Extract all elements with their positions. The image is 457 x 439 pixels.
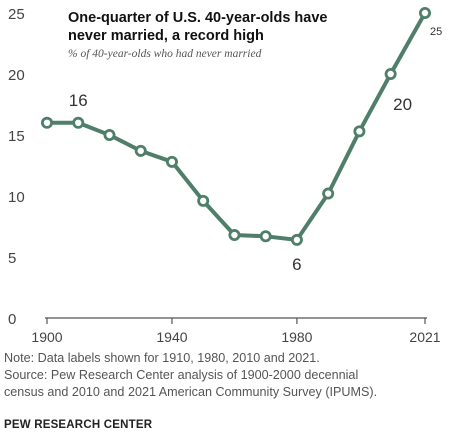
- note-line-1: Note: Data labels shown for 1910, 1980, …: [4, 351, 320, 365]
- line-chart: 0 5 10 15 20 25 1900 1940 1980 2021 16 6 20 25: [8, 6, 442, 345]
- data-point: [418, 6, 431, 19]
- y-tick-label: 25: [8, 6, 25, 23]
- x-tick-label: 1940: [156, 329, 187, 345]
- x-tick-label: 1980: [281, 329, 312, 345]
- y-tick-label: 0: [8, 311, 16, 328]
- chart-subtitle: % of 40-year-olds who had never married: [68, 48, 262, 60]
- y-tick-label: 15: [8, 128, 25, 145]
- data-point: [72, 116, 85, 129]
- note-line-2: Source: Pew Research Center analysis of …: [4, 368, 359, 382]
- chart-title-line-2: never married, a record high: [68, 28, 264, 44]
- data-label: 6: [292, 255, 301, 274]
- data-point: [322, 187, 335, 200]
- data-point: [197, 194, 210, 207]
- data-point: [103, 128, 116, 141]
- x-tick-label: 1900: [31, 329, 62, 345]
- data-label: 25: [430, 26, 442, 38]
- data-point: [228, 229, 241, 242]
- y-tick-label: 10: [8, 189, 25, 206]
- y-tick-label: 5: [8, 250, 16, 267]
- data-point: [41, 116, 54, 129]
- data-point: [290, 233, 303, 246]
- data-label: 16: [69, 91, 88, 110]
- data-point: [134, 144, 147, 157]
- data-point: [259, 230, 272, 243]
- data-point: [384, 68, 397, 81]
- chart-note: Note: Data labels shown for 1910, 1980, …: [4, 350, 454, 401]
- note-line-3: census and 2010 and 2021 American Commun…: [4, 385, 378, 399]
- source-label: PEW RESEARCH CENTER: [4, 419, 153, 431]
- x-tick-label: 2021: [409, 329, 440, 345]
- data-point: [165, 155, 178, 168]
- data-label: 20: [393, 95, 412, 114]
- data-point: [353, 125, 366, 138]
- chart-title: One-quarter of U.S. 40-year-olds have ne…: [68, 9, 398, 45]
- chart-title-line-1: One-quarter of U.S. 40-year-olds have: [68, 10, 328, 26]
- y-tick-label: 20: [8, 67, 25, 84]
